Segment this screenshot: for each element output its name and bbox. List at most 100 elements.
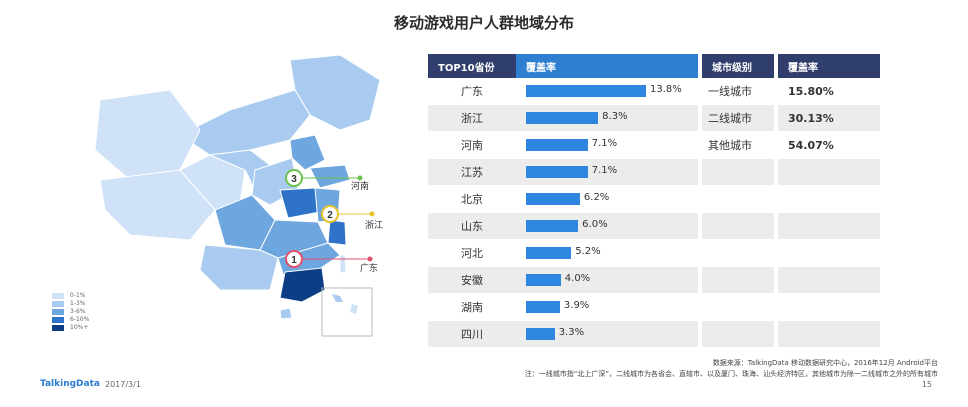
coverage-bar [526,274,561,286]
china-map: 3 河南 2 浙江 1 广东 [94,54,383,337]
bar-value-label: 4.0% [564,273,591,284]
map-region-xinjiang [94,89,201,181]
marker-rank-3-number: 3 [291,174,297,185]
legend-label: 10%+ [70,324,89,331]
city-coverage-rate: 54.07% [778,132,880,159]
city-coverage-rate [778,321,880,348]
coverage-bar [526,247,572,259]
page-title: 移动游戏用户人群地域分布 [393,14,574,32]
marker-rank-2: 2 浙江 [321,205,383,231]
city-coverage-rate [778,159,880,186]
city-level: 其他城市 [702,132,774,159]
bar-value-label: 8.3% [602,111,628,122]
legend-label: 6-10% [70,316,90,323]
table-row: 河南 7.1% 其他城市 54.07% [428,132,880,159]
city-coverage-rate [778,186,880,213]
city-coverage-rate: 30.13% [778,105,880,132]
bar-cell: 5.2% [516,240,698,267]
bar-cell: 8.3% [516,105,698,132]
south-sea-inset [321,287,373,337]
bar-cell: 4.0% [516,267,698,294]
marker-rank-2-province: 浙江 [365,219,383,231]
province-label: 河南 [428,132,516,159]
marker-rank-2-number: 2 [327,210,333,221]
city-level [702,213,774,240]
bar-cell: 7.1% [516,132,698,159]
city-level: 二线城市 [702,105,774,132]
coverage-bar [526,220,579,232]
city-level [702,159,774,186]
coverage-bar [526,139,588,151]
map-region-guangdong [279,267,326,303]
legend-swatch [52,309,64,315]
coverage-bar [526,85,646,97]
footnote: 注：一线城市指“北上广深”，二线城市为各省会、直辖市、以及厦门、珠海、汕头经济特… [524,370,938,378]
report-date: 2017/3/1 [105,380,141,389]
bar-value-label: 7.1% [591,165,618,176]
legend-swatch [52,293,64,299]
table-row: 山东 6.0% [428,213,880,240]
city-coverage-rate [778,240,880,267]
coverage-table: TOP10省份 覆盖率 城市级别 覆盖率 广东 13.8% 一线城市 15.80% 浙江… [428,54,880,348]
province-label: 广东 [428,78,516,105]
header-city-coverage: 覆盖率 [778,54,880,78]
bar-value-label: 13.8% [650,84,682,95]
legend-label: 3-6% [70,308,86,315]
map-region-taiwan [339,254,347,274]
province-label: 湖南 [428,294,516,321]
city-level [702,186,774,213]
legend-item: 0-1% [52,292,89,300]
map-region-qinghai [179,154,246,211]
brand-logo: TalkingData [40,379,100,389]
bar-cell: 3.9% [516,294,698,321]
legend-swatch [52,325,64,331]
province-label: 山东 [428,213,516,240]
map-region-henan [279,187,321,219]
legend-item: 1-3% [52,300,89,308]
city-level [702,267,774,294]
map-legend: 0-1% 1-3% 3-6% 6-10% 10%+ [52,292,89,332]
city-coverage-rate [778,294,880,321]
bar-cell: 3.3% [516,321,698,348]
bar-value-label: 3.3% [558,327,585,338]
city-level [702,321,774,348]
bar-value-label: 6.0% [582,219,608,230]
bar-value-label: 3.9% [563,300,590,311]
province-label: 江苏 [428,159,516,186]
table-row: 湖南 3.9% [428,294,880,321]
bar-cell: 13.8% [516,78,698,105]
city-coverage-rate: 15.80% [778,78,880,105]
bar-value-label: 5.2% [575,246,601,257]
header-coverage: 覆盖率 [516,54,698,78]
legend-item: 10%+ [52,324,89,332]
coverage-bar [526,112,599,124]
coverage-bar [526,301,560,313]
province-label: 四川 [428,321,516,348]
bar-cell: 6.0% [516,213,698,240]
coverage-bar [526,166,588,178]
map-region-zhejiang [327,219,347,246]
table-row: 安徽 4.0% [428,267,880,294]
table-row: 江苏 7.1% [428,159,880,186]
table-row: 浙江 8.3% 二线城市 30.13% [428,105,880,132]
legend-item: 6-10% [52,316,89,324]
city-level: 一线城市 [702,78,774,105]
table-row: 四川 3.3% [428,321,880,348]
marker-rank-1-number: 1 [291,255,297,266]
legend-label: 1-3% [70,300,86,307]
header-province: TOP10省份 [428,54,516,78]
header-city-level: 城市级别 [702,54,774,78]
city-level [702,294,774,321]
province-label: 安徽 [428,267,516,294]
legend-swatch [52,301,64,307]
map-region-yunnan-guizhou [199,244,279,291]
province-label: 河北 [428,240,516,267]
table-row: 北京 6.2% [428,186,880,213]
table-row: 广东 13.8% 一线城市 15.80% [428,78,880,105]
legend-swatch [52,317,64,323]
province-label: 北京 [428,186,516,213]
legend-label: 0-1% [70,292,86,299]
bar-cell: 6.2% [516,186,698,213]
marker-rank-3-province: 河南 [351,180,369,192]
city-coverage-rate [778,213,880,240]
